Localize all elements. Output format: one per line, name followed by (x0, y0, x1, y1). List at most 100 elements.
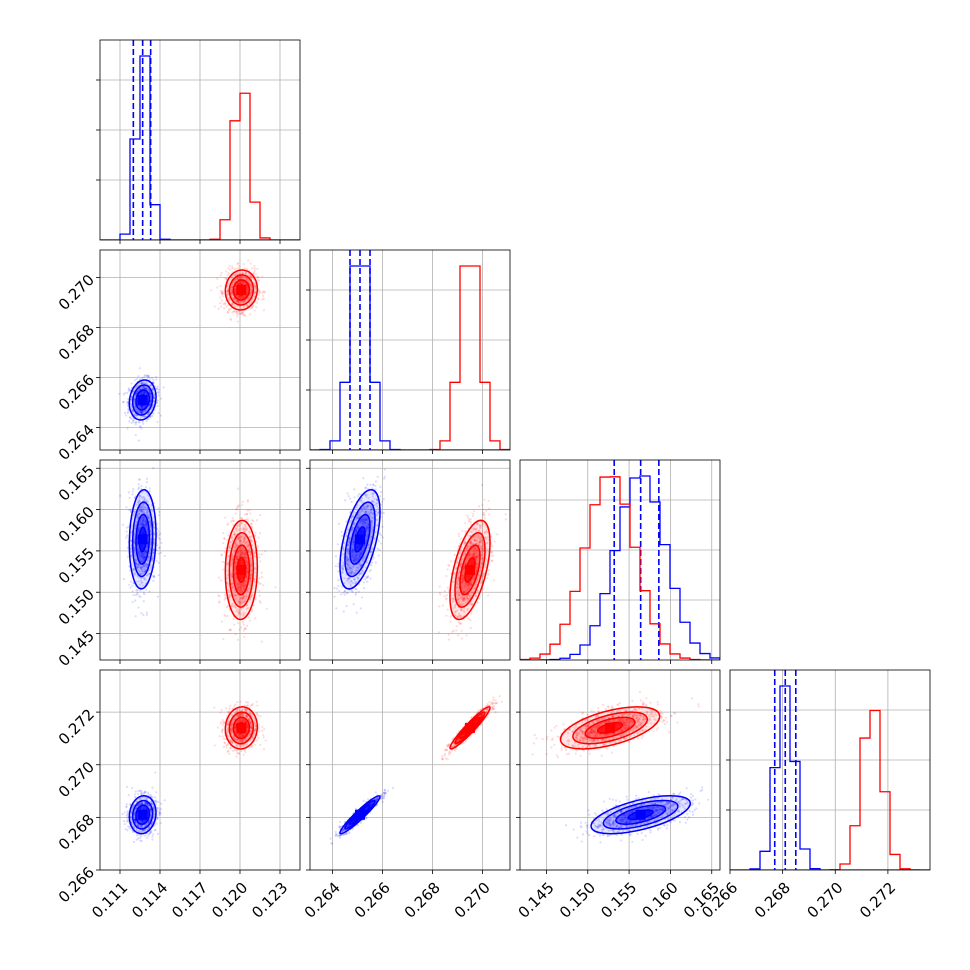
scatter-point (476, 556, 479, 560)
scatter-point (227, 271, 230, 275)
scatter-point (343, 589, 346, 593)
scatter-point (141, 411, 144, 414)
scatter-point (222, 532, 225, 535)
scatter-point (236, 557, 239, 561)
scatter-point (250, 535, 253, 538)
scatter-point (467, 584, 470, 588)
scatter-point (227, 590, 231, 593)
scatter-point (365, 527, 368, 531)
scatter-point (140, 555, 144, 558)
scatter-point (239, 601, 242, 605)
scatter-point (341, 569, 344, 572)
scatter-point (220, 271, 223, 275)
scatter-point (139, 566, 142, 569)
scatter-point (354, 593, 357, 596)
scatter-point (376, 475, 379, 478)
scatter-point (241, 295, 245, 298)
scatter-point (150, 559, 153, 562)
scatter-point (356, 566, 359, 569)
scatter-point (146, 493, 149, 496)
scatter-point (380, 542, 383, 545)
scatter-point (148, 490, 151, 493)
scatter-point (139, 411, 142, 414)
scatter-point (144, 562, 147, 565)
scatter-point (463, 597, 466, 600)
scatter-point (337, 565, 340, 568)
scatter-point (360, 552, 363, 555)
scatter-point (474, 555, 477, 558)
scatter-point (141, 552, 144, 555)
scatter-point (350, 580, 353, 583)
scatter-point (133, 551, 136, 554)
scatter-point (222, 291, 225, 295)
scatter-point (457, 577, 460, 580)
scatter-point (348, 537, 351, 540)
scatter-point (133, 540, 136, 543)
scatter-point (141, 554, 144, 557)
density-peak (236, 564, 247, 575)
scatter-point (230, 586, 234, 589)
scatter-point (237, 583, 240, 587)
scatter-point (231, 303, 234, 306)
scatter-point (131, 408, 134, 412)
scatter-point (245, 575, 248, 579)
scatter-point (135, 563, 138, 566)
y-tick-label: 0.160 (55, 503, 98, 546)
scatter-point (439, 593, 442, 596)
scatter-point (140, 568, 144, 571)
scatter-point (347, 543, 350, 546)
scatter-point (128, 388, 131, 391)
scatter-point (141, 519, 145, 523)
scatter-point (142, 385, 146, 389)
scatter-point (238, 295, 241, 298)
scatter-point (129, 586, 132, 589)
scatter-point (148, 403, 151, 406)
scatter-point (246, 520, 250, 523)
scatter-point (365, 526, 368, 529)
scatter-point (353, 572, 356, 575)
scatter-point (236, 581, 240, 584)
scatter-point (350, 572, 353, 575)
scatter-point (251, 608, 254, 611)
scatter-point (240, 296, 243, 299)
scatter-point (453, 553, 456, 557)
histogram-panel (96, 39, 301, 244)
scatter-point (455, 593, 458, 596)
scatter-point (146, 388, 149, 391)
scatter-point (236, 300, 240, 303)
scatter-point (366, 483, 369, 486)
scatter-point (469, 541, 472, 544)
scatter-point (446, 608, 449, 611)
scatter-point (138, 478, 141, 481)
scatter-point (241, 272, 244, 275)
scatter-point (246, 289, 249, 292)
scatter-point (375, 505, 378, 508)
scatter-point (236, 262, 240, 265)
scatter-point (142, 558, 145, 561)
scatter-point (443, 589, 446, 593)
scatter-point (132, 569, 135, 572)
scatter-point (153, 576, 156, 579)
scatter-point (246, 563, 249, 567)
scatter-point (241, 548, 244, 552)
scatter-point (227, 522, 230, 525)
scatter-point (354, 587, 357, 591)
scatter-point (141, 566, 144, 570)
scatter-point (236, 542, 239, 546)
scatter-point (119, 494, 122, 497)
scatter-point (245, 277, 249, 280)
scatter-point (240, 550, 243, 553)
scatter-point (364, 486, 367, 489)
scatter-point (216, 277, 219, 280)
scatter-point (257, 298, 260, 301)
scatter-point (245, 545, 249, 549)
scatter-point (133, 549, 136, 552)
scatter-point (145, 420, 148, 423)
scatter-point (458, 596, 462, 600)
scatter-point (470, 603, 473, 606)
scatter-point (218, 600, 221, 603)
scatter-point (226, 523, 229, 526)
scatter-point (126, 400, 129, 404)
scatter-point (244, 595, 248, 598)
scatter-point (158, 533, 161, 537)
